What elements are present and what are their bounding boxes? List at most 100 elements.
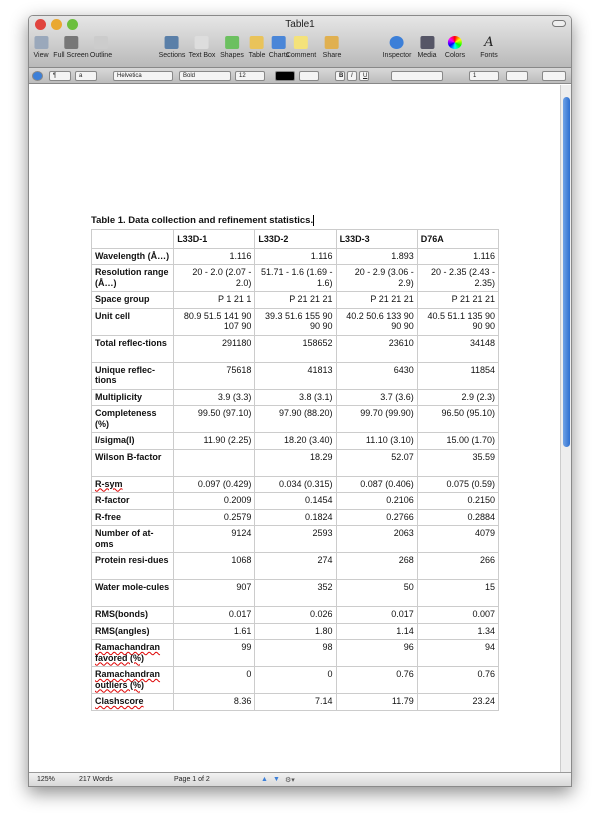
table-cell: 15.00 (1.70) bbox=[416, 432, 500, 450]
page-up-icon[interactable]: ▲ bbox=[261, 776, 268, 783]
paragraph-style-select[interactable]: ¶ bbox=[49, 71, 71, 81]
column-header: D76A bbox=[416, 229, 500, 249]
styles-drawer-button[interactable] bbox=[32, 71, 43, 81]
toolbar-view-button[interactable]: View bbox=[33, 34, 49, 59]
table-cell: 0.1824 bbox=[254, 508, 337, 526]
font-style-select[interactable]: Bold bbox=[179, 71, 231, 81]
toolbar-table-button[interactable]: Table bbox=[249, 34, 265, 59]
column-header: L33D-3 bbox=[335, 229, 418, 249]
charts-icon bbox=[272, 36, 286, 49]
close-button[interactable] bbox=[35, 19, 46, 30]
statistics-table[interactable]: L33D-1 L33D-2 L33D-3 D76A Wavelength (Å…) 1.… bbox=[90, 229, 500, 711]
line-spacing-select[interactable]: 1 bbox=[469, 71, 499, 81]
table-cell: 96 bbox=[335, 639, 418, 667]
table-cell: 0.2766 bbox=[335, 508, 418, 526]
table-cell: 97.90 (88.20) bbox=[254, 405, 337, 433]
toolbar-charts-button[interactable]: Charts bbox=[269, 34, 289, 59]
document-canvas[interactable]: Table 1. Data collection and refinement … bbox=[29, 85, 561, 773]
toolbar-colors-button[interactable]: Colors bbox=[445, 34, 465, 59]
table-row: Ramachandran outliers (%) 0 0 0.76 0.76 bbox=[90, 666, 500, 694]
row-label: Wilson B-factor bbox=[90, 448, 175, 477]
toolbar-shapes-button[interactable]: Shapes bbox=[220, 34, 244, 59]
row-label: Multiplicity bbox=[90, 388, 175, 406]
scroll-thumb[interactable] bbox=[563, 97, 570, 447]
font-family-select[interactable]: Helvetica bbox=[113, 71, 173, 81]
table-cell: 0.087 (0.406) bbox=[335, 475, 418, 493]
toolbar: View Full Screen Outline Sections Text Box Sh… bbox=[29, 34, 571, 68]
row-label: Ramachandran outliers (%) bbox=[90, 666, 175, 694]
sections-icon bbox=[164, 36, 179, 49]
italic-button[interactable]: I bbox=[347, 71, 357, 81]
text-color-well[interactable] bbox=[275, 71, 295, 81]
table-cell: 0.2150 bbox=[416, 492, 500, 510]
toolbar-label: Sections bbox=[158, 52, 186, 59]
column-header: L33D-1 bbox=[173, 229, 256, 249]
font-size-field[interactable]: 12 bbox=[235, 71, 265, 81]
table-cell: 0.2579 bbox=[173, 508, 256, 526]
row-label: Protein resi-dues bbox=[90, 552, 175, 580]
highlight-color-well[interactable] bbox=[299, 71, 319, 81]
underline-button[interactable]: U bbox=[359, 71, 369, 81]
row-label: R-free bbox=[90, 508, 175, 526]
table-cell: 11.10 (3.10) bbox=[335, 432, 418, 450]
columns-select[interactable] bbox=[506, 71, 528, 81]
table-cell: 39.3 51.6 155 90 90 90 bbox=[254, 307, 337, 336]
character-style-select[interactable]: a bbox=[75, 71, 97, 81]
row-label: Total reflec-tions bbox=[90, 334, 175, 363]
table-cell: 34148 bbox=[416, 334, 500, 363]
page-down-icon[interactable]: ▼ bbox=[273, 776, 280, 783]
toolbar-label: Full Screen bbox=[53, 52, 89, 59]
table-cell: 80.9 51.5 141 90 107 90 bbox=[173, 307, 256, 336]
table-row: Number of at-oms 9124 2593 2063 4079 bbox=[90, 525, 500, 553]
bold-button[interactable]: B bbox=[335, 71, 345, 81]
status-bar: 125% 217 Words Page 1 of 2 ▲ ▼ ⚙▾ bbox=[29, 772, 571, 786]
row-label: R-sym bbox=[90, 475, 175, 493]
table-cell: P 21 21 21 bbox=[254, 291, 337, 309]
toolbar-media-button[interactable]: Media bbox=[417, 34, 437, 59]
page-indicator: Page 1 of 2 bbox=[174, 776, 210, 783]
table-row: R-free 0.2579 0.1824 0.2766 0.2884 bbox=[90, 508, 500, 526]
row-label: Wavelength (Å…) bbox=[90, 247, 175, 265]
table-cell: 0.2009 bbox=[173, 492, 256, 510]
row-label: Resolution range (Å…) bbox=[90, 264, 175, 292]
toolbar-label: Outline bbox=[89, 52, 113, 59]
table-cell: 2.9 (2.3) bbox=[416, 388, 500, 406]
zoom-button[interactable] bbox=[67, 19, 78, 30]
table-cell: P 1 21 1 bbox=[173, 291, 256, 309]
table-cell: 0.017 bbox=[335, 606, 418, 624]
zoom-select[interactable]: 125% bbox=[37, 776, 55, 783]
toolbar-outline-button[interactable]: Outline bbox=[90, 34, 112, 59]
table-cell: 0 bbox=[173, 666, 256, 694]
word-count: 217 Words bbox=[79, 776, 113, 783]
gear-icon[interactable]: ⚙▾ bbox=[285, 777, 295, 784]
view-icon bbox=[33, 36, 48, 49]
toolbar-comment-button[interactable]: Comment bbox=[286, 34, 316, 59]
table-cell: 23.24 bbox=[416, 693, 500, 711]
toolbar-inspector-button[interactable]: Inspector bbox=[383, 34, 411, 59]
table-cell: 9124 bbox=[173, 525, 256, 553]
row-label: Clashscore bbox=[90, 693, 175, 711]
toolbar-sections-button[interactable]: Sections bbox=[158, 34, 186, 59]
toolbar-text-box-button[interactable]: Text Box bbox=[189, 34, 215, 59]
table-row: Wilson B-factor 18.29 52.07 35.59 bbox=[90, 448, 500, 477]
table-row: Water mole-cules 907 352 50 15 bbox=[90, 579, 500, 607]
toolbar-toggle-button[interactable] bbox=[552, 20, 566, 27]
window-title: Table1 bbox=[285, 19, 315, 30]
column-header: L33D-2 bbox=[254, 229, 337, 249]
toolbar-fonts-button[interactable]: A Fonts bbox=[480, 34, 498, 59]
alignment-buttons[interactable] bbox=[391, 71, 443, 81]
table-cell: 2593 bbox=[254, 525, 337, 553]
shapes-icon bbox=[225, 36, 239, 49]
row-label: Space group bbox=[90, 291, 175, 309]
colors-icon bbox=[447, 36, 462, 49]
list-style-select[interactable] bbox=[542, 71, 566, 81]
row-label: Unit cell bbox=[90, 307, 175, 336]
vertical-scrollbar[interactable] bbox=[560, 85, 571, 773]
table-cell: 291180 bbox=[173, 334, 256, 363]
toolbar-full-screen-button[interactable]: Full Screen bbox=[53, 34, 89, 59]
table-cell: 20 - 2.0 (2.07 - 2.0) bbox=[173, 264, 256, 292]
minimize-button[interactable] bbox=[51, 19, 62, 30]
table-cell: 0.2884 bbox=[416, 508, 500, 526]
table-row: I/sigma(I) 11.90 (2.25) 18.20 (3.40) 11.10 … bbox=[90, 432, 500, 450]
toolbar-share-button[interactable]: Share bbox=[323, 34, 341, 59]
